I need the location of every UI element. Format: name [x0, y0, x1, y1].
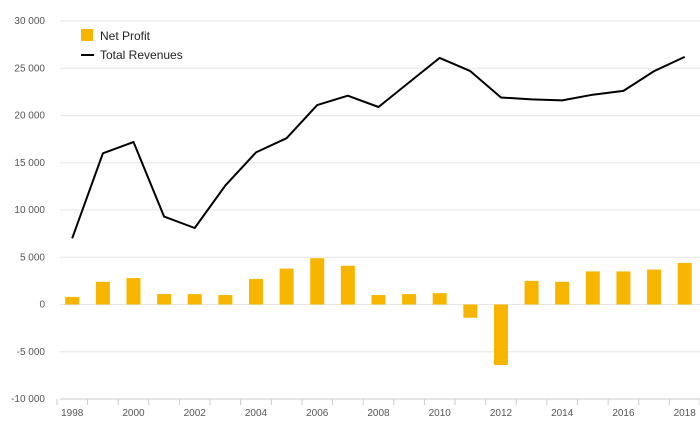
net-profit-bar	[616, 271, 631, 305]
total-revenues-line-group	[71, 55, 686, 239]
net-profit-bar	[65, 296, 80, 305]
legend-label-total-revenues: Total Revenues	[100, 48, 183, 62]
y-axis: -10 000 -5 000 0 5 000 10 000 15 000 20 000 25 …	[11, 16, 45, 405]
net-profit-bar	[493, 304, 508, 365]
net-profit-bar	[432, 293, 447, 305]
x-tick-label: 2004	[245, 408, 268, 419]
net-profit-bar	[126, 278, 141, 305]
x-tick-label: 2018	[674, 408, 697, 419]
net-profit-bar	[402, 294, 417, 305]
x-tick-label: 2016	[612, 408, 635, 419]
total-revenues-line	[71, 55, 686, 239]
y-tick-label: 15 000	[14, 158, 45, 169]
net-profit-bar	[585, 271, 600, 305]
x-axis: 1998 2000 2002 2004 2006 2008 2010 2012 2014 2016…	[56, 398, 700, 419]
y-tick-label: 10 000	[14, 205, 45, 216]
x-tick-label: 2012	[490, 408, 513, 419]
net-profit-bar	[248, 278, 263, 305]
net-profit-bar	[187, 294, 202, 305]
gridlines	[60, 20, 700, 400]
x-tick-label: 2008	[367, 408, 390, 419]
y-tick-label: 30 000	[14, 16, 45, 27]
legend: Net Profit Total Revenues	[81, 29, 183, 62]
net-profit-bar	[95, 281, 110, 305]
y-tick-label: -10 000	[11, 394, 45, 405]
y-tick-label: -5 000	[17, 347, 46, 358]
x-tick-label: 2000	[122, 408, 145, 419]
net-profit-bar	[555, 281, 570, 305]
y-tick-label: 20 000	[14, 111, 45, 122]
y-tick-label: 25 000	[14, 63, 45, 74]
x-tick-label: 2006	[306, 408, 329, 419]
x-tick-label: 2014	[551, 408, 574, 419]
net-profit-bar	[371, 295, 386, 305]
net-profit-bar	[340, 265, 355, 305]
net-profit-bar	[310, 258, 325, 305]
x-tick-label: 1998	[61, 408, 84, 419]
net-profit-bar	[463, 304, 478, 318]
y-tick-label: 0	[39, 300, 45, 311]
net-profit-bar	[279, 268, 294, 305]
net-profit-bar	[647, 269, 662, 305]
legend-label-net-profit: Net Profit	[100, 29, 151, 43]
x-tick-label: 2010	[429, 408, 452, 419]
y-tick-label: 5 000	[20, 252, 45, 263]
net-profit-bar	[218, 295, 233, 305]
net-profit-bar	[157, 294, 172, 305]
net-profit-bars	[65, 258, 692, 365]
x-tick-label: 2002	[184, 408, 207, 419]
legend-swatch-net-profit	[81, 29, 93, 41]
net-profit-bar	[524, 280, 539, 305]
net-profit-bar	[677, 262, 692, 305]
